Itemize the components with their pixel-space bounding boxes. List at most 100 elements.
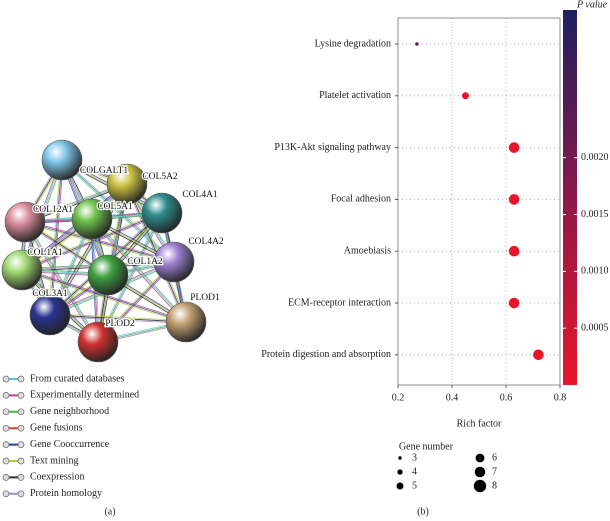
legend-label: Gene fusions [30,422,83,433]
size-legend-label: 5 [412,480,417,491]
node-label: COL5A2 [142,172,178,182]
node [77,321,119,363]
node [106,163,148,205]
node [29,294,71,336]
node-label: COL4A2 [188,237,224,247]
bubble [533,349,544,361]
node-label: COLGALT1 [80,166,128,176]
network-panel: COLGALT1 COL5A2 COL4A1 COL12A1 COL5A1 COL4A2 C… [1,139,225,499]
node-label: COL1A1 [27,248,63,258]
node-label: PLOD2 [105,319,135,329]
node [141,192,183,234]
node [41,139,83,181]
colorbar [563,10,577,385]
legend-icon [17,375,25,383]
edge [24,221,99,343]
node [153,241,195,283]
legend-icon [2,408,10,416]
colorbar-tick-label: 0.0005 [581,322,609,333]
size-legend-label: 7 [492,466,497,477]
legend-icon [17,441,25,448]
legend-label: Text mining [30,455,78,466]
edge [50,160,64,316]
legend-icon [2,424,10,432]
edge [50,313,187,322]
bubble [508,245,520,257]
y-tick-label: Amoebiasis [344,245,391,256]
legend-icon [2,490,10,498]
size-legend-dot [475,453,485,463]
legend-label: From curated databases [30,373,125,384]
edge [49,315,186,324]
size-legend-title: Gene number [399,441,454,452]
x-tick-label: 0.8 [554,392,567,403]
legend-icon [17,424,25,432]
edge [49,183,128,316]
edge [62,158,176,262]
edge [96,212,162,342]
edge [23,222,98,343]
size-legend-dot [474,466,486,478]
legend-icon [17,392,25,399]
node-label: COL3A1 [32,289,68,299]
bubble [415,42,419,46]
bubble [508,297,520,309]
node-label: COL4A1 [182,190,218,200]
panel-label: (a) [104,506,115,517]
node [1,249,43,291]
colorbar-tick-label: 0.0010 [581,266,609,277]
legend-label: Gene Cooccurrence [30,439,110,450]
size-legend-label: 6 [492,452,497,463]
y-tick-label: ECM-receptor interaction [288,297,391,308]
node-label: COL1A2 [127,257,163,267]
y-tick-label: P13K-Akt signaling pathway [274,142,391,153]
x-tick-label: 0.6 [500,392,513,403]
legend-icon [2,392,10,399]
y-tick-label: Platelet activation [319,90,391,101]
node [4,201,46,243]
x-tick-label: 0.2 [392,392,405,403]
legend-icon [2,457,10,465]
size-legend-dot [398,456,402,460]
colorbar-tick-label: 0.0020 [581,152,609,163]
edge [22,213,163,272]
panel-label: (b) [417,506,429,517]
y-tick-label: Protein digestion and absorption [261,349,391,360]
legend-icon [17,474,25,481]
chart-panel: 0.2 0.4 0.6 0.8 Rich factor Lysine degradatio… [261,0,609,493]
legend-label: Coexpression [30,472,84,483]
node [71,198,113,240]
edge [97,212,163,343]
y-tick-label: Lysine degradation [315,38,391,49]
bubble [508,194,520,205]
node [165,301,207,343]
node-label: COL5A1 [97,202,133,212]
legend-label: Experimentally determined [30,390,139,401]
legend-label: Gene neighborhood [30,406,109,417]
edge [90,219,186,324]
x-axis-label: Rich factor [457,418,502,429]
size-legend-label: 4 [412,466,417,477]
legend-icon [17,490,25,498]
edge [48,159,62,315]
legend-icon [2,474,10,481]
size-legend-label: 3 [412,452,417,463]
legend-icon [2,441,10,448]
edge [49,314,187,323]
plot-frame [397,17,561,386]
size-legend-dot [473,479,487,493]
y-tick-label: Focal adhesion [331,194,391,205]
bubble [462,92,469,100]
edge [98,213,164,343]
legend-label: Protein homology [30,488,102,499]
node-label: PLOD1 [190,293,220,303]
bubble [508,142,520,153]
size-legend-dot [397,469,403,475]
size-legend-dot [396,482,404,490]
size-legend-label: 8 [492,480,497,491]
node [87,254,129,296]
legend-icon [2,375,10,383]
edge [50,184,129,316]
node-label: COL12A1 [33,205,73,215]
